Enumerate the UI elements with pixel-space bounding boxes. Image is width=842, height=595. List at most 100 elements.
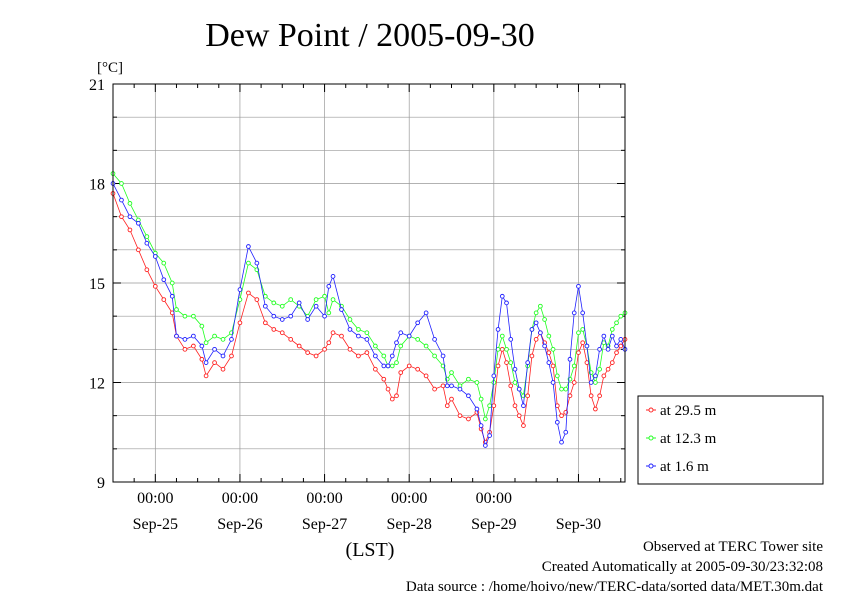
series-group bbox=[110, 171, 628, 422]
data-point bbox=[576, 283, 581, 289]
data-point bbox=[550, 363, 556, 369]
data-point bbox=[127, 214, 133, 220]
y-tick-label: 18 bbox=[89, 177, 105, 194]
data-point bbox=[174, 333, 179, 339]
data-point bbox=[559, 386, 564, 392]
data-point bbox=[508, 337, 514, 342]
data-point bbox=[288, 297, 294, 302]
data-point bbox=[415, 320, 421, 326]
data-point bbox=[169, 280, 175, 286]
data-point bbox=[559, 413, 564, 419]
data-point bbox=[525, 393, 531, 399]
data-point bbox=[288, 313, 294, 319]
data-point bbox=[432, 337, 437, 342]
data-point bbox=[279, 330, 285, 336]
data-point bbox=[313, 297, 319, 302]
data-point bbox=[254, 297, 260, 302]
data-point bbox=[220, 366, 226, 372]
data-point bbox=[504, 346, 509, 352]
data-point bbox=[529, 353, 535, 359]
data-point bbox=[580, 327, 586, 332]
data-point bbox=[119, 197, 124, 203]
data-point bbox=[322, 313, 327, 319]
data-point bbox=[326, 340, 332, 346]
data-point bbox=[584, 343, 590, 349]
grid-lines bbox=[113, 84, 625, 482]
data-point bbox=[618, 337, 624, 342]
data-point bbox=[191, 333, 196, 339]
data-point bbox=[288, 337, 294, 342]
series-layer bbox=[110, 171, 628, 448]
data-point bbox=[127, 201, 133, 206]
data-point bbox=[546, 360, 552, 365]
data-point bbox=[279, 317, 285, 322]
plot-frame bbox=[112, 83, 626, 483]
data-point bbox=[571, 310, 577, 316]
data-point bbox=[542, 317, 547, 322]
data-point bbox=[542, 343, 547, 349]
data-point bbox=[347, 327, 353, 332]
data-point bbox=[499, 333, 505, 339]
data-point bbox=[212, 360, 217, 365]
data-point bbox=[385, 363, 391, 369]
data-point bbox=[169, 293, 175, 299]
data-point bbox=[356, 353, 361, 359]
data-point bbox=[182, 337, 188, 342]
data-point bbox=[246, 290, 251, 296]
data-point bbox=[199, 356, 205, 362]
data-point bbox=[508, 383, 514, 389]
data-point bbox=[449, 396, 454, 402]
data-point bbox=[444, 383, 450, 389]
data-point bbox=[313, 353, 319, 359]
data-point bbox=[296, 343, 302, 349]
data-point bbox=[491, 403, 497, 409]
data-point bbox=[432, 386, 437, 392]
data-point bbox=[220, 337, 226, 342]
data-point bbox=[588, 380, 594, 385]
data-point bbox=[415, 337, 421, 342]
data-point bbox=[229, 337, 234, 342]
data-point bbox=[203, 360, 209, 365]
x-tick-date-label: Sep-27 bbox=[302, 516, 347, 533]
legend-label: at 12.3 m bbox=[660, 431, 717, 447]
data-point bbox=[144, 240, 150, 246]
data-point bbox=[571, 363, 577, 369]
data-point bbox=[322, 293, 327, 299]
data-point bbox=[330, 274, 336, 279]
data-point bbox=[364, 350, 370, 355]
data-point bbox=[499, 293, 505, 299]
data-point bbox=[563, 429, 569, 435]
data-point bbox=[246, 260, 251, 266]
data-point bbox=[483, 443, 488, 448]
data-point bbox=[398, 330, 404, 336]
data-point bbox=[533, 310, 539, 316]
data-point bbox=[571, 380, 577, 385]
data-point bbox=[356, 333, 361, 339]
data-point bbox=[466, 416, 471, 422]
y-tick-label: 15 bbox=[89, 276, 105, 293]
data-point bbox=[487, 433, 492, 438]
data-point bbox=[398, 343, 404, 349]
data-point bbox=[174, 307, 179, 312]
x-tick-date-label: Sep-26 bbox=[217, 516, 262, 533]
data-point bbox=[508, 360, 514, 365]
data-point bbox=[203, 340, 209, 346]
data-point bbox=[161, 277, 167, 283]
data-point bbox=[423, 310, 429, 316]
data-point bbox=[466, 393, 471, 399]
data-point bbox=[246, 244, 251, 249]
data-point bbox=[449, 383, 454, 389]
data-point bbox=[372, 353, 378, 359]
data-point bbox=[474, 380, 480, 385]
data-point bbox=[432, 353, 437, 359]
data-point bbox=[529, 327, 535, 332]
data-point bbox=[199, 323, 205, 329]
data-point bbox=[191, 313, 196, 319]
data-point bbox=[326, 310, 332, 316]
data-point bbox=[546, 333, 552, 339]
data-point bbox=[406, 333, 412, 339]
data-point bbox=[423, 373, 429, 379]
data-point bbox=[605, 366, 611, 372]
data-point bbox=[364, 330, 370, 336]
